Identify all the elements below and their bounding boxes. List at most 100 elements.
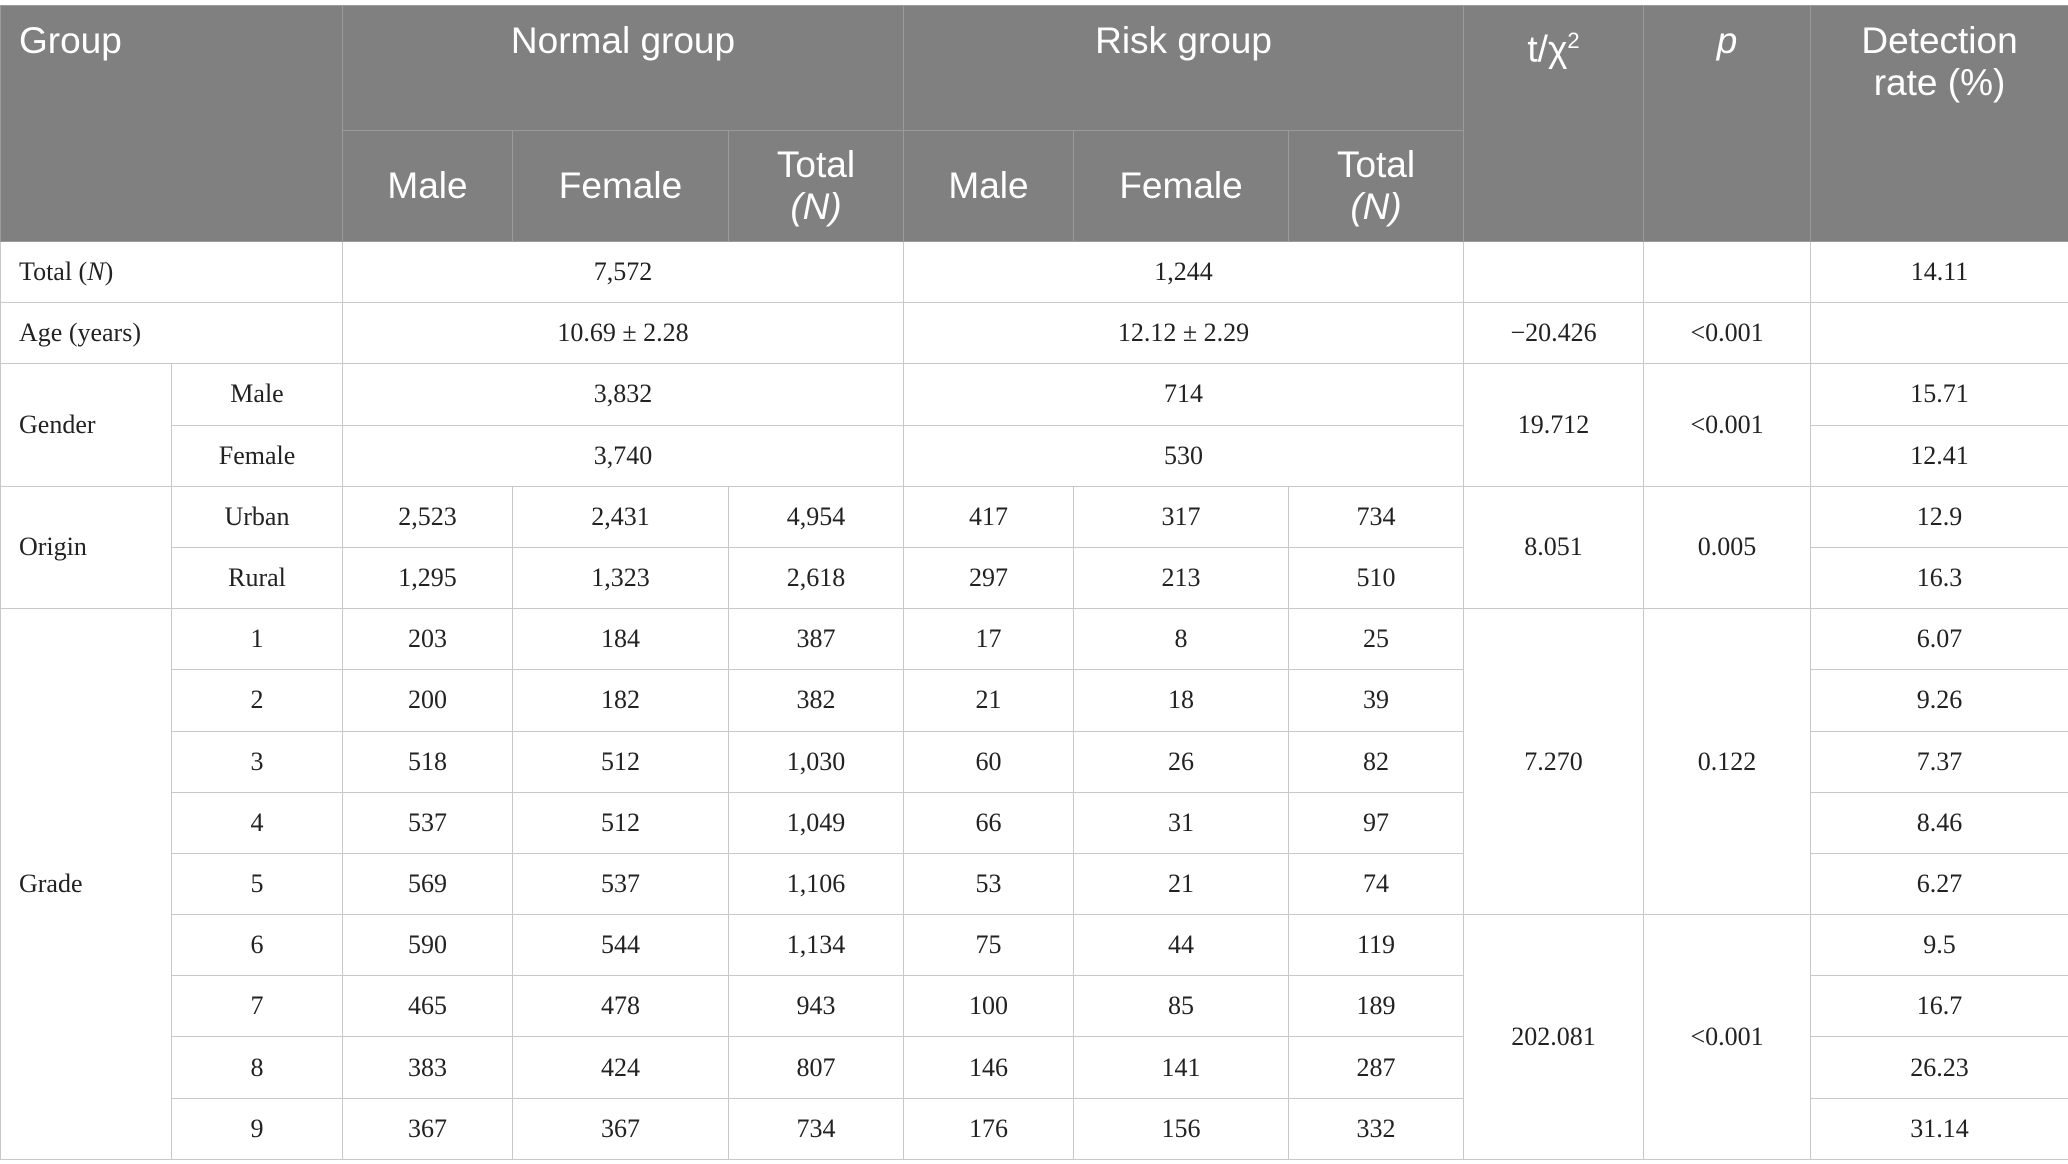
grade-row-8: 8 383 424 807 146 141 287 26.23 xyxy=(1,1036,2068,1099)
gender-stat-cell: 19.712 xyxy=(1463,363,1645,487)
gender-male-normal-cell: 3,832 xyxy=(341,363,905,426)
grade-3-normal-male: 518 xyxy=(342,730,513,793)
age-rate-cell xyxy=(1810,302,2068,365)
grade-9-risk-male: 176 xyxy=(903,1097,1075,1160)
grade-7-label: 7 xyxy=(171,975,343,1038)
grade-5-risk-male: 53 xyxy=(903,852,1075,916)
grade-7-risk-male: 100 xyxy=(903,975,1075,1038)
grade-5-normal-male: 569 xyxy=(342,852,513,916)
grade-3-rate: 7.37 xyxy=(1810,730,2068,793)
detection-rate-header: Detection rate (%) xyxy=(1810,5,2068,242)
p-header: p xyxy=(1643,5,1812,242)
grade-6-9-stat-cell: 202.081 xyxy=(1463,914,1645,1160)
grade-row-5: 5 569 537 1,106 53 21 74 6.27 xyxy=(1,852,2068,916)
grade-3-risk-total: 82 xyxy=(1288,730,1465,793)
grade-1-5-stat-cell: 7.270 xyxy=(1463,608,1645,916)
age-stat-cell: −20.426 xyxy=(1463,302,1645,365)
gender-male-risk-cell: 714 xyxy=(903,363,1465,426)
grade-9-risk-total: 332 xyxy=(1288,1097,1465,1160)
grade-1-risk-male: 17 xyxy=(903,608,1075,671)
age-p-cell: <0.001 xyxy=(1643,302,1812,365)
grade-2-normal-total: 382 xyxy=(727,669,905,732)
grade-2-rate: 9.26 xyxy=(1810,669,2068,732)
grade-1-normal-female: 184 xyxy=(512,608,729,671)
total-rate-cell: 14.11 xyxy=(1810,240,2068,304)
grade-3-risk-male: 60 xyxy=(903,730,1075,793)
grade-9-rate: 31.14 xyxy=(1810,1097,2068,1160)
grade-8-risk-male: 146 xyxy=(903,1036,1075,1099)
normal-total-header-text: Total xyxy=(776,144,856,185)
grade-5-risk-female: 21 xyxy=(1073,852,1290,916)
grade-3-risk-female: 26 xyxy=(1073,730,1290,793)
grade-1-normal-male: 203 xyxy=(342,608,513,671)
origin-urban-rate: 12.9 xyxy=(1810,485,2068,548)
total-label-close: ) xyxy=(104,257,114,287)
grade-1-risk-total: 25 xyxy=(1288,608,1465,671)
statistic-header-text: t/χ xyxy=(1527,28,1568,70)
origin-rural-risk-total: 510 xyxy=(1288,546,1465,610)
grade-row-6: 6 590 544 1,134 75 44 119 202.081 <0.001… xyxy=(1,914,2068,1160)
grade-8-risk-total: 287 xyxy=(1288,1036,1465,1099)
grade-row-4: 4 537 512 1,049 66 31 97 8.46 xyxy=(1,791,2068,854)
grade-4-normal-total: 1,049 xyxy=(727,791,905,854)
age-normal-cell: 10.69 ± 2.28 xyxy=(341,302,905,365)
grade-5-risk-total: 74 xyxy=(1288,852,1465,916)
gender-male-rate-cell: 15.71 xyxy=(1810,363,2068,426)
grade-6-normal-female: 544 xyxy=(512,914,729,977)
grade-4-rate: 8.46 xyxy=(1810,791,2068,854)
grade-1-risk-female: 8 xyxy=(1073,608,1290,671)
origin-label: Origin xyxy=(0,485,172,610)
origin-urban-risk-female: 317 xyxy=(1073,485,1290,548)
grade-6-rate: 9.5 xyxy=(1810,914,2068,977)
gender-female-rate-cell: 12.41 xyxy=(1810,424,2068,487)
grade-row-3: 3 518 512 1,030 60 26 82 7.37 xyxy=(1,730,2068,793)
grade-6-label: 6 xyxy=(171,914,343,977)
risk-total-header-text: Total xyxy=(1336,144,1416,185)
grade-6-risk-total: 119 xyxy=(1288,914,1465,977)
grade-row-1: Grade 1 203 184 387 17 8 25 7.270 0.122 … xyxy=(0,608,2068,1160)
grade-4-risk-male: 66 xyxy=(903,791,1075,854)
origin-rural-normal-female: 1,323 xyxy=(512,546,729,610)
header-row-1: Group Normal group Risk group t/χ2 p Det… xyxy=(0,5,2068,242)
total-label-text: Total ( xyxy=(19,257,88,287)
origin-urban-risk-total: 734 xyxy=(1288,485,1465,548)
origin-rural-risk-male: 297 xyxy=(903,546,1075,610)
grade-5-label: 5 xyxy=(171,852,343,916)
normal-total-header: Total (N) xyxy=(727,130,905,242)
normal-female-header: Female xyxy=(512,130,729,242)
risk-total-header-n: (N) xyxy=(1350,186,1402,227)
table-header: Group Normal group Risk group t/χ2 p Det… xyxy=(0,5,2068,242)
grade-8-rate: 26.23 xyxy=(1810,1036,2068,1099)
risk-total-header: Total (N) xyxy=(1288,130,1465,242)
origin-rural-normal-total: 2,618 xyxy=(727,546,905,610)
grade-9-normal-male: 367 xyxy=(342,1097,513,1160)
grade-9-normal-female: 367 xyxy=(512,1097,729,1160)
grade-4-normal-male: 537 xyxy=(342,791,513,854)
grade-4-risk-total: 97 xyxy=(1288,791,1465,854)
data-table: Group Normal group Risk group t/χ2 p Det… xyxy=(0,5,2068,1160)
normal-group-header: Normal group xyxy=(341,5,905,131)
grade-8-label: 8 xyxy=(171,1036,343,1099)
grade-2-label: 2 xyxy=(171,669,343,732)
grade-4-normal-female: 512 xyxy=(512,791,729,854)
total-p-cell xyxy=(1643,240,1812,304)
statistic-header: t/χ2 xyxy=(1463,5,1645,242)
grade-2-risk-male: 21 xyxy=(903,669,1075,732)
grade-7-normal-female: 478 xyxy=(512,975,729,1038)
risk-group-header: Risk group xyxy=(903,5,1465,131)
grade-8-normal-total: 807 xyxy=(727,1036,905,1099)
grade-5-rate: 6.27 xyxy=(1810,852,2068,916)
origin-rural-normal-male: 1,295 xyxy=(342,546,513,610)
grade-5-normal-total: 1,106 xyxy=(727,852,905,916)
total-risk-cell: 1,244 xyxy=(903,240,1465,304)
grade-7-normal-male: 465 xyxy=(342,975,513,1038)
total-normal-cell: 7,572 xyxy=(341,240,905,304)
grade-3-label: 3 xyxy=(171,730,343,793)
grade-9-normal-total: 734 xyxy=(727,1097,905,1160)
origin-rural-label: Rural xyxy=(171,546,343,610)
grade-2-normal-female: 182 xyxy=(512,669,729,732)
gender-male-label: Male xyxy=(171,363,343,426)
table-body: Total (N) 7,572 1,244 14.11 Age (years) … xyxy=(0,240,2068,1160)
grade-5-normal-female: 537 xyxy=(512,852,729,916)
age-row: Age (years) 10.69 ± 2.28 12.12 ± 2.29 −2… xyxy=(0,302,2068,365)
